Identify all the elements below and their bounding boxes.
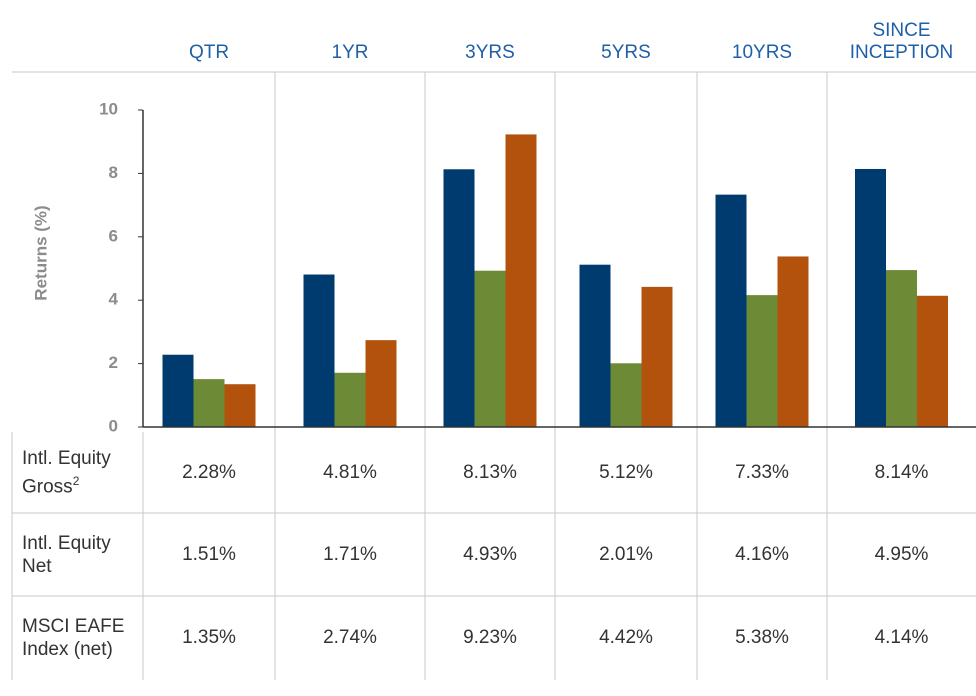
bar bbox=[886, 270, 917, 427]
bar bbox=[334, 372, 366, 427]
value-cell: 4.93% bbox=[463, 543, 517, 565]
column-header: SINCE INCEPTION bbox=[849, 20, 954, 63]
row-label: Intl. Equity Net bbox=[22, 513, 140, 596]
row-label-text: MSCI EAFE Index (net) bbox=[22, 615, 140, 661]
y-tick-label: 4 bbox=[109, 290, 119, 309]
value-cell: 9.23% bbox=[463, 627, 517, 648]
column-header: 10YRS bbox=[731, 42, 793, 63]
value-cell: 4.42% bbox=[599, 627, 653, 648]
y-axis-label: Returns (%) bbox=[31, 205, 50, 300]
bar bbox=[641, 286, 673, 427]
value-cell: 1.71% bbox=[323, 543, 377, 565]
y-tick-label: 6 bbox=[109, 226, 118, 245]
bar bbox=[855, 168, 886, 427]
bar bbox=[303, 274, 335, 427]
bar bbox=[474, 270, 506, 427]
value-cell: 8.13% bbox=[463, 461, 517, 483]
row-label-text: Intl. Equity Gross2 bbox=[22, 447, 140, 498]
bar bbox=[917, 295, 948, 427]
bar bbox=[162, 354, 194, 427]
bar bbox=[715, 194, 747, 427]
column-header: 1YR bbox=[331, 42, 369, 63]
footnote-marker: 2 bbox=[72, 473, 80, 488]
value-cell: 2.28% bbox=[182, 461, 236, 483]
value-cell: 2.01% bbox=[599, 543, 653, 565]
value-cell: 8.14% bbox=[874, 461, 929, 483]
bar bbox=[443, 169, 475, 428]
value-cell: 1.35% bbox=[182, 627, 236, 648]
bar bbox=[365, 340, 397, 427]
y-tick-label: 8 bbox=[109, 163, 118, 182]
y-tick-label: 0 bbox=[109, 416, 118, 435]
value-cell: 5.38% bbox=[735, 627, 789, 648]
column-header: QTR bbox=[188, 42, 230, 63]
bar bbox=[610, 363, 642, 427]
series-name: Intl. Equity Gross bbox=[22, 447, 111, 498]
row-label: MSCI EAFE Index (net) bbox=[22, 596, 140, 680]
value-cell: 7.33% bbox=[735, 461, 789, 483]
bar bbox=[579, 264, 611, 427]
bar bbox=[224, 384, 256, 427]
value-cell: 4.14% bbox=[874, 627, 929, 648]
bar bbox=[505, 134, 537, 427]
row-label-text: Intl. Equity Net bbox=[22, 532, 140, 578]
value-cell: 1.51% bbox=[182, 543, 236, 565]
y-tick-label: 2 bbox=[109, 353, 118, 372]
series-name: MSCI EAFE Index (net) bbox=[22, 616, 125, 660]
column-header: 3YRS bbox=[465, 42, 515, 63]
bar bbox=[193, 379, 225, 427]
value-cell: 2.74% bbox=[323, 627, 377, 648]
y-tick-label: 10 bbox=[99, 99, 118, 118]
bar bbox=[777, 256, 809, 427]
value-cell: 4.81% bbox=[323, 461, 377, 483]
value-cell: 4.16% bbox=[735, 543, 789, 565]
value-cell: 4.95% bbox=[874, 543, 929, 565]
row-label: Intl. Equity Gross2 bbox=[22, 432, 140, 513]
bar bbox=[746, 295, 778, 427]
value-cell: 5.12% bbox=[599, 461, 653, 483]
series-name: Intl. Equity Net bbox=[22, 532, 111, 577]
column-header: 5YRS bbox=[601, 42, 651, 63]
